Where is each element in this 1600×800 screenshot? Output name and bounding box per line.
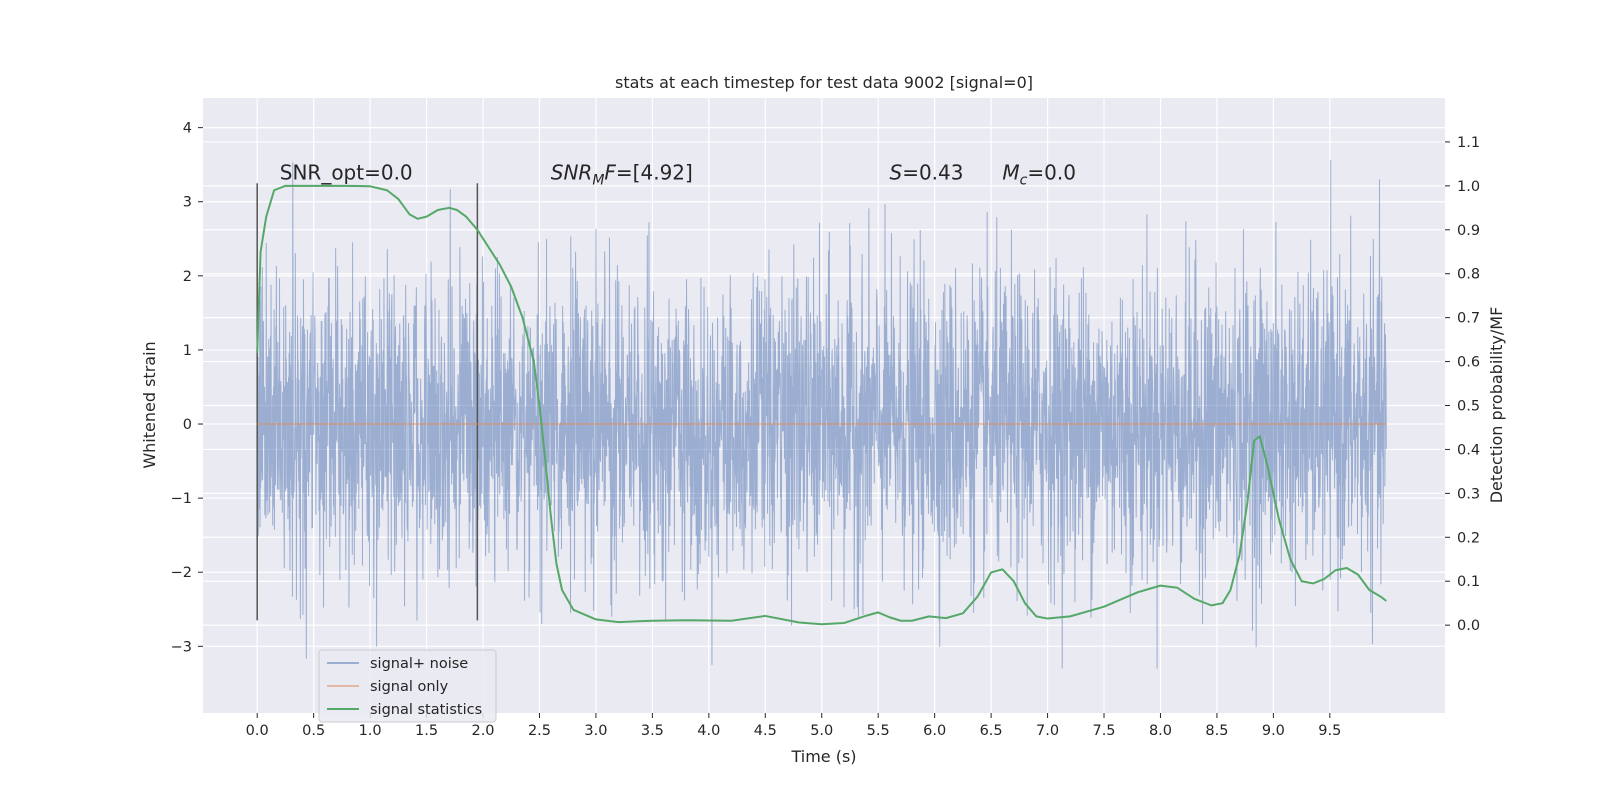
legend-label-signal-only: signal only <box>370 679 449 695</box>
x-axis-label: Time (s) <box>790 747 856 766</box>
x-tick-label: 7.5 <box>1092 723 1115 739</box>
y-axis-label: Whitened strain <box>140 341 159 468</box>
x-tick-label: 6.5 <box>980 723 1003 739</box>
signal-noise-line <box>256 159 1387 669</box>
x-tick-label: 8.5 <box>1205 723 1228 739</box>
x-tick-label: 9.0 <box>1262 723 1285 739</box>
legend-box <box>318 649 497 723</box>
y-right-tick-label: 0.5 <box>1457 399 1480 415</box>
y-right-tick-label: 0.7 <box>1457 311 1480 327</box>
annotation-text: SNRMF=[4.92] <box>551 161 693 189</box>
y-right-tick-label: 0.4 <box>1457 442 1480 458</box>
legend: signal+ noise signal only signal statist… <box>318 649 497 723</box>
x-tick-label: 3.0 <box>584 723 607 739</box>
series-lines <box>256 184 1387 626</box>
x-tick-label: 3.5 <box>641 723 664 739</box>
x-tick-label: 5.5 <box>867 723 890 739</box>
x-tick-label: 2.0 <box>471 723 494 739</box>
x-tick-label: 6.0 <box>923 723 946 739</box>
y-tick-label: 1 <box>183 343 192 359</box>
signal-noise-series <box>256 159 1387 669</box>
y-tick-label: −3 <box>171 639 192 655</box>
y-right-tick-label: 1.0 <box>1457 179 1480 195</box>
x-tick-label: 8.0 <box>1149 723 1172 739</box>
x-tick-label: 1.0 <box>359 723 382 739</box>
annotations: SNR_opt=0.0 SNRMF=[4.92] S=0.43 Mc=0.0 <box>280 161 1076 189</box>
legend-entry-signal-statistics: signal statistics <box>327 702 482 718</box>
legend-label-signal-noise: signal+ noise <box>370 656 468 672</box>
x-tick-label: 1.5 <box>415 723 438 739</box>
chart-title: stats at each timestep for test data 900… <box>615 73 1033 92</box>
legend-entry-signal-only: signal only <box>327 679 449 695</box>
y-right-tick-label: 0.3 <box>1457 486 1480 502</box>
y-right-tick-label: 0.1 <box>1457 574 1480 590</box>
annotation-text: SNR_opt=0.0 <box>280 161 413 185</box>
y-tick-label: 0 <box>183 417 192 433</box>
y-tick-label: 2 <box>183 269 192 285</box>
y-right-tick-label: 0.0 <box>1457 618 1480 634</box>
legend-label-signal-statistics: signal statistics <box>370 702 482 718</box>
x-tick-label: 0.0 <box>246 723 269 739</box>
y-tick-label: 3 <box>183 195 192 211</box>
y-right-tick-label: 0.8 <box>1457 267 1480 283</box>
y-right-axis-label: Detection probability/MF <box>1487 307 1506 504</box>
x-tick-label: 4.0 <box>697 723 720 739</box>
annotation-text: Mc=0.0 <box>1002 161 1076 189</box>
x-tick-label: 9.5 <box>1318 723 1341 739</box>
y-right-tick-label: 0.6 <box>1457 355 1480 371</box>
signal-statistics-line <box>256 184 1387 626</box>
y-right-tick-label: 0.2 <box>1457 530 1480 546</box>
x-tick-label: 0.5 <box>302 723 325 739</box>
x-tick-label: 4.5 <box>754 723 777 739</box>
ticks: 0.0 0.5 1.0 1.5 2.0 2.5 3.0 3.5 4.0 4.5 5.0 5.5 6.0 6… <box>171 121 1480 739</box>
annotation-text: S=0.43 <box>889 161 963 185</box>
y-right-tick-label: 1.1 <box>1457 135 1480 151</box>
x-tick-label: 5.0 <box>810 723 833 739</box>
window-markers <box>256 183 479 621</box>
y-right-tick-label: 0.9 <box>1457 223 1480 239</box>
y-tick-label: −1 <box>171 491 192 507</box>
legend-entry-signal-noise: signal+ noise <box>327 656 468 672</box>
y-tick-label: 4 <box>183 121 192 137</box>
x-tick-label: 7.0 <box>1036 723 1059 739</box>
x-tick-label: 2.5 <box>528 723 551 739</box>
y-tick-label: −2 <box>171 565 192 581</box>
